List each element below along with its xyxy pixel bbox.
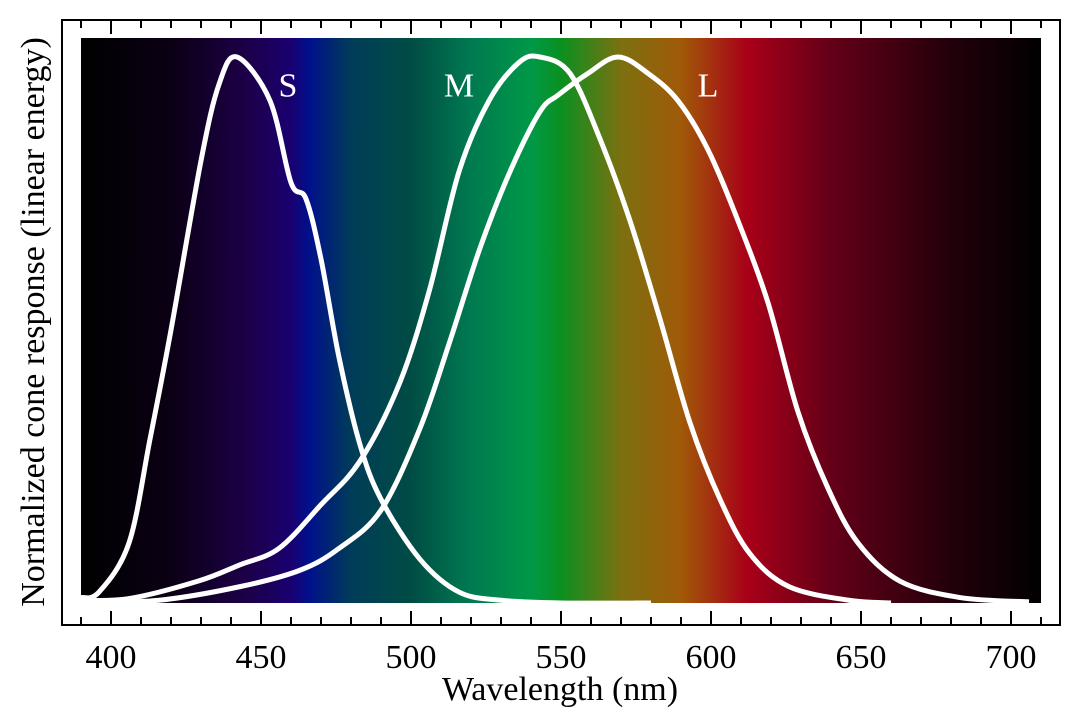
y-axis-label: Normalized cone response (linear energy) bbox=[15, 37, 52, 607]
series-line-M bbox=[80, 53, 892, 606]
x-tick-label: 550 bbox=[536, 639, 587, 676]
x-tick-label: 400 bbox=[86, 639, 137, 676]
series-label-L: L bbox=[698, 67, 719, 104]
series-label-S: S bbox=[279, 67, 298, 104]
x-tick-label: 700 bbox=[986, 639, 1037, 676]
x-tick-label: 450 bbox=[236, 639, 287, 676]
spectrum-background bbox=[81, 38, 1041, 603]
series-line-S bbox=[80, 54, 652, 606]
x-tick-label: 500 bbox=[386, 639, 437, 676]
x-tick-label: 650 bbox=[836, 639, 887, 676]
x-axis-label: Wavelength (nm) bbox=[442, 671, 678, 708]
series-line-L bbox=[80, 54, 1030, 606]
x-tick-label: 600 bbox=[686, 639, 737, 676]
series-label-M: M bbox=[444, 67, 474, 104]
